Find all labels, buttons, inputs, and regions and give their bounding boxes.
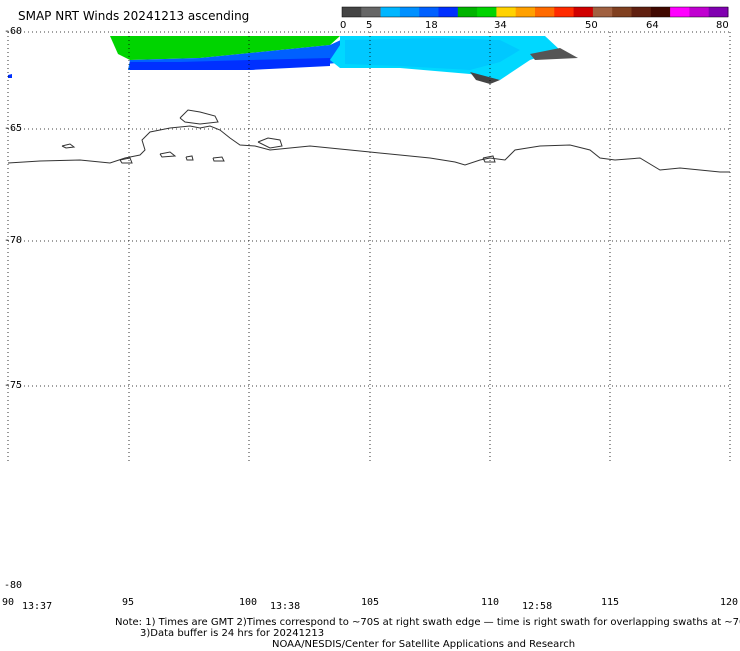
time-label-2: 13:38 <box>270 601 301 612</box>
colorbar-segment <box>419 7 439 17</box>
lon-label-90: 90 <box>2 597 15 608</box>
colorbar-segment <box>631 7 652 17</box>
colorbar-segment <box>399 7 420 17</box>
colorbar-segment <box>438 7 459 17</box>
colorbar-segment <box>361 7 382 17</box>
colorbar-segment <box>457 7 478 17</box>
colorbar-segment <box>554 7 575 17</box>
lon-label-95: 95 <box>122 597 135 608</box>
colorbar <box>342 7 729 17</box>
colorbar-segment <box>477 7 497 17</box>
time-label-1: 13:37 <box>22 601 53 612</box>
lon-label-100: 100 <box>239 597 258 608</box>
colorbar-tick-4: 50 <box>585 20 598 31</box>
colorbar-segment <box>573 7 594 17</box>
plot-area <box>8 32 730 464</box>
lat-label-70: -70 <box>4 235 23 246</box>
colorbar-tick-5: 64 <box>646 20 659 31</box>
colorbar-segment <box>670 7 690 17</box>
colorbar-segment <box>380 7 401 17</box>
coastline <box>7 109 730 173</box>
colorbar-segment <box>708 7 729 17</box>
lon-label-105: 105 <box>361 597 380 608</box>
colorbar-segment <box>342 7 362 17</box>
lat-label-65: -65 <box>4 123 23 134</box>
lon-label-110: 110 <box>481 597 500 608</box>
colorbar-tick-2: 18 <box>425 20 438 31</box>
colorbar-tick-0: 0 <box>340 20 347 31</box>
time-label-3: 12:58 <box>522 601 553 612</box>
colorbar-segment <box>689 7 710 17</box>
note-line-2: 3)Data buffer is 24 hrs for 20241213 <box>140 628 325 639</box>
note-line-3: NOAA/NESDIS/Center for Satellite Applica… <box>272 639 576 650</box>
colorbar-segment <box>496 7 517 17</box>
colorbar-tick-1: 5 <box>366 20 373 31</box>
colorbar-tick-3: 34 <box>494 20 507 31</box>
lat-label-80: -80 <box>4 580 23 591</box>
colorbar-tick-6: 80 <box>716 20 729 31</box>
lon-label-120: 120 <box>720 597 739 608</box>
colorbar-segment <box>535 7 555 17</box>
wind-swath <box>8 36 578 84</box>
colorbar-segment <box>612 7 632 17</box>
colorbar-segment <box>515 7 536 17</box>
map-title: SMAP NRT Winds 20241213 ascending <box>18 9 250 23</box>
colorbar-segment <box>650 7 671 17</box>
lat-label-60: -60 <box>4 26 23 37</box>
colorbar-segment <box>592 7 613 17</box>
lat-label-75: -75 <box>4 380 23 391</box>
graticule <box>7 31 731 464</box>
note-line-1: Note: 1) Times are GMT 2)Times correspon… <box>115 617 740 628</box>
lon-label-115: 115 <box>601 597 620 608</box>
